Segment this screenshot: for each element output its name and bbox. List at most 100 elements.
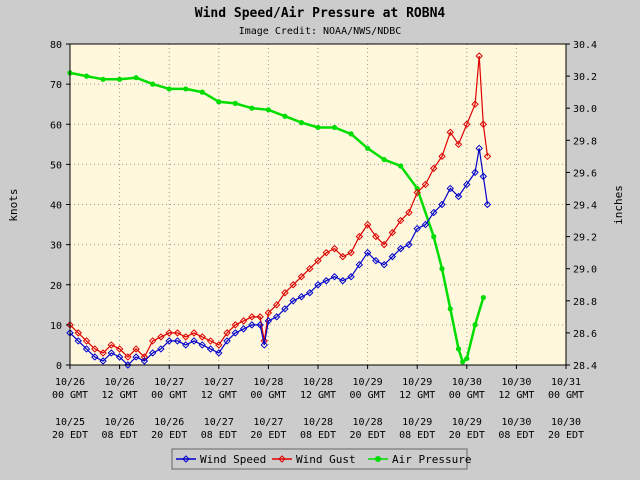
x-tick-gmt-time: 00 GMT — [250, 390, 286, 401]
y-right-tick-label: 30.4 — [573, 40, 597, 51]
data-point — [347, 273, 355, 281]
data-point — [248, 321, 256, 329]
x-tick-edt-date: 10/25 — [55, 417, 85, 428]
legend-label: Air Pressure — [392, 453, 471, 466]
x-tick-edt-date: 10/26 — [105, 417, 135, 428]
y-right-tick-label: 29.0 — [573, 265, 597, 276]
data-point — [272, 313, 281, 321]
x-tick-edt-time: 20 EDT — [350, 430, 386, 441]
data-point — [124, 353, 132, 361]
data-point — [471, 168, 479, 177]
y-right-tick-label: 29.4 — [573, 201, 597, 212]
data-point — [455, 346, 462, 352]
data-point — [331, 124, 338, 131]
x-tick-gmt-time: 00 GMT — [350, 390, 386, 401]
y-right-tick-label: 29.8 — [573, 136, 597, 147]
chart-subtitle: Image Credit: NOAA/NWS/NDBC — [239, 26, 402, 37]
data-point — [157, 345, 165, 353]
x-tick-edt-date: 10/29 — [402, 417, 432, 428]
data-point — [454, 140, 463, 149]
data-point — [315, 124, 321, 131]
x-tick-edt-time: 08 EDT — [300, 430, 336, 441]
x-tick-edt-time: 20 EDT — [449, 430, 485, 441]
data-point — [198, 341, 206, 349]
x-tick-edt-time: 20 EDT — [548, 430, 584, 441]
data-point — [239, 317, 248, 325]
x-tick-gmt-time: 12 GMT — [201, 390, 237, 401]
axis-ticks: 0 10 20 30 40 50 60 70 80 28.4 28.6 28.8 29.0 29.2 29.… — [50, 40, 597, 441]
data-point — [388, 228, 397, 237]
data-point — [223, 329, 231, 337]
data-point — [380, 260, 388, 269]
data-point — [298, 120, 305, 126]
x-tick-edt-date: 10/27 — [204, 417, 234, 428]
series-air-pressure — [67, 70, 486, 365]
data-point — [438, 200, 446, 209]
y-axis-right-label: inches — [612, 185, 625, 225]
data-point — [421, 220, 430, 229]
legend-swatch-marker — [375, 456, 381, 462]
data-point — [124, 361, 132, 369]
x-tick-edt-date: 10/27 — [253, 417, 283, 428]
data-point — [117, 76, 123, 82]
data-point — [115, 353, 124, 361]
data-point — [483, 200, 492, 209]
data-point — [272, 301, 281, 309]
data-point — [182, 333, 190, 341]
data-point — [372, 232, 380, 241]
y-right-tick-label: 28.6 — [573, 329, 597, 340]
data-point — [132, 353, 140, 361]
data-point — [472, 322, 478, 328]
data-point — [413, 224, 421, 233]
data-point — [463, 120, 471, 128]
data-point — [330, 273, 339, 281]
data-point — [99, 357, 107, 365]
data-point — [322, 277, 330, 285]
data-point — [223, 337, 231, 345]
x-tick-edt-date: 10/28 — [303, 417, 333, 428]
legend-swatch-marker — [182, 455, 190, 463]
data-point — [460, 359, 466, 365]
data-point — [363, 220, 372, 229]
x-tick-gmt-date: 10/26 — [105, 377, 135, 388]
data-point — [464, 355, 470, 362]
y-right-tick-label: 30.2 — [573, 72, 597, 83]
data-point — [265, 107, 271, 113]
x-tick-edt-date: 10/30 — [551, 417, 581, 428]
data-point — [380, 240, 388, 249]
data-point — [439, 266, 445, 272]
data-point — [405, 240, 413, 249]
data-point — [355, 260, 364, 269]
data-point — [206, 345, 215, 353]
y-left-tick-label: 80 — [50, 40, 62, 51]
x-tick-edt-time: 08 EDT — [399, 430, 435, 441]
data-point — [330, 244, 339, 253]
data-point — [281, 289, 289, 297]
data-point — [479, 172, 488, 181]
y-left-tick-label: 10 — [50, 321, 62, 332]
data-point — [396, 244, 405, 253]
data-point — [365, 145, 371, 151]
data-point — [190, 329, 198, 337]
data-point — [438, 152, 446, 161]
x-tick-edt-date: 10/30 — [501, 417, 531, 428]
data-point — [115, 345, 124, 353]
series-line — [69, 71, 485, 364]
x-tick-edt-time: 08 EDT — [498, 430, 534, 441]
data-point — [140, 353, 149, 361]
x-tick-gmt-time: 12 GMT — [300, 390, 336, 401]
data-point — [232, 100, 238, 106]
data-point — [430, 164, 438, 173]
data-point — [413, 188, 421, 197]
data-point — [107, 341, 116, 349]
data-point — [231, 329, 240, 337]
data-point — [388, 252, 397, 261]
x-tick-gmt-date: 10/28 — [303, 377, 333, 388]
data-point — [231, 321, 240, 329]
data-point — [216, 99, 222, 105]
x-tick-edt-date: 10/28 — [353, 417, 383, 428]
data-point — [297, 293, 306, 301]
data-point — [431, 234, 437, 240]
x-tick-gmt-date: 10/29 — [402, 377, 432, 388]
data-point — [289, 281, 297, 289]
